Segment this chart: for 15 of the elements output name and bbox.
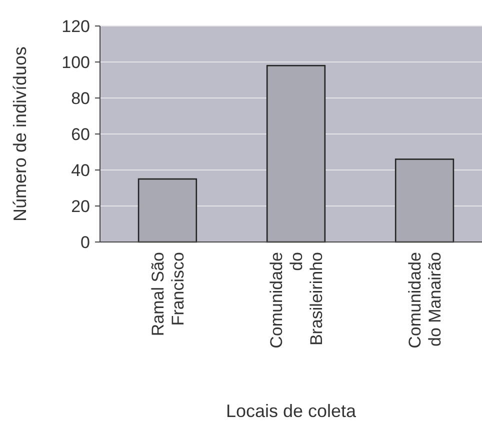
y-tick-label: 40 [71, 160, 90, 180]
bar [266, 64, 326, 243]
x-tick-label: Comunidade do Brasileirinho [267, 252, 326, 348]
y-tick-label: 0 [80, 232, 90, 252]
y-tick-label: 80 [71, 88, 90, 108]
y-tick-label: 120 [62, 16, 90, 36]
y-tick-label: 100 [62, 52, 90, 72]
bar [138, 178, 198, 243]
y-tick-label: 60 [71, 124, 90, 144]
x-tick-label: Ramal São Francisco [148, 252, 188, 336]
y-tick-label: 20 [71, 196, 90, 216]
x-tick-label: Comunidade do Manairão [406, 252, 445, 348]
x-axis-title: Locais de coleta [226, 401, 358, 421]
bar [394, 158, 454, 243]
y-axis-title: Número de indivíduos [10, 46, 30, 222]
